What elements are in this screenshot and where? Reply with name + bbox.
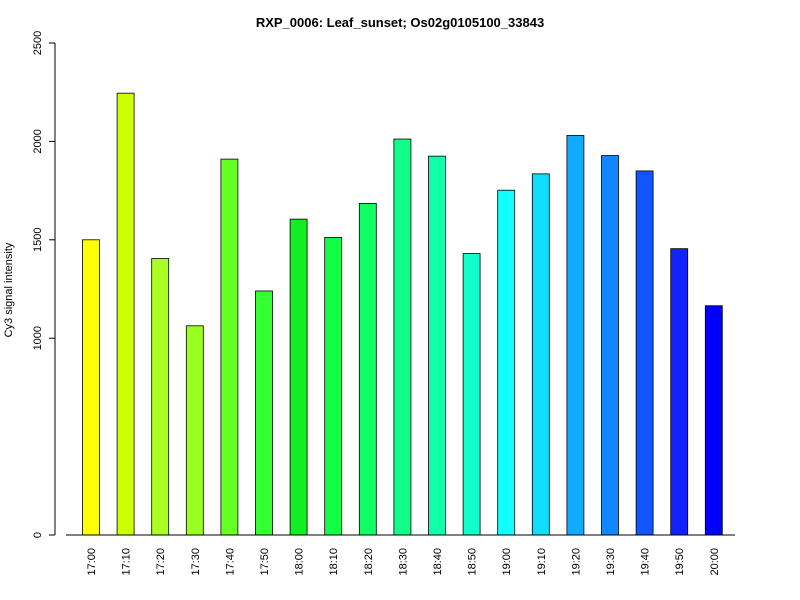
x-tick-label: 19:00 bbox=[501, 548, 513, 576]
bar-1710 bbox=[116, 92, 135, 536]
x-tick-label: 20:00 bbox=[709, 548, 721, 576]
bar-1950 bbox=[670, 248, 689, 536]
x-axis: 17:00 17:10 17:20 17:30 17:40 17:50 18:00 18:10… bbox=[66, 534, 735, 576]
bar-1730 bbox=[185, 325, 204, 536]
x-tick-label: 17:30 bbox=[190, 548, 202, 576]
x-tick-label: 18:20 bbox=[363, 548, 375, 576]
x-tick-label: 19:10 bbox=[536, 548, 548, 576]
bars-group bbox=[82, 92, 723, 536]
x-tick-label: 17:10 bbox=[121, 548, 133, 576]
bar-1930 bbox=[601, 155, 619, 536]
bar-1900 bbox=[497, 189, 516, 536]
chart-title: RXP_0006: Leaf_sunset; Os02g0105100_3384… bbox=[256, 15, 544, 30]
y-tick-label: 1000 bbox=[32, 326, 44, 350]
x-tick-label: 17:00 bbox=[86, 548, 98, 576]
bar-2000 bbox=[704, 305, 723, 536]
x-tick-label: 19:50 bbox=[674, 548, 686, 576]
x-tick-label: 18:30 bbox=[397, 548, 409, 576]
y-tick-label: 2500 bbox=[32, 31, 44, 55]
y-tick-label: 2000 bbox=[32, 129, 44, 153]
bar-1940 bbox=[635, 170, 654, 536]
bar-1910 bbox=[531, 173, 550, 536]
bar-1720 bbox=[151, 258, 170, 536]
bar-1820 bbox=[358, 202, 377, 536]
x-tick-label: 19:20 bbox=[570, 548, 582, 576]
y-axis: 0 1000 1500 2000 2500 bbox=[32, 31, 56, 538]
bar-1800 bbox=[289, 218, 308, 536]
bar-1700 bbox=[82, 239, 100, 536]
x-tick-label: 18:40 bbox=[432, 548, 444, 576]
y-axis-label: Cy3 signal intensity bbox=[3, 242, 15, 337]
x-tick-label: 18:00 bbox=[294, 548, 306, 576]
bar-1750 bbox=[255, 290, 273, 536]
bar-1850 bbox=[462, 253, 481, 536]
bar-1920 bbox=[566, 135, 585, 536]
x-tick-label: 17:20 bbox=[155, 548, 167, 576]
x-tick-label: 18:10 bbox=[328, 548, 340, 576]
bar-1830 bbox=[393, 138, 412, 536]
bar-1740 bbox=[220, 158, 239, 536]
bar-1810 bbox=[324, 237, 343, 536]
x-tick-label: 19:40 bbox=[640, 548, 652, 576]
bar-1840 bbox=[428, 155, 446, 536]
x-tick-label: 18:50 bbox=[467, 548, 479, 576]
x-tick-label: 17:40 bbox=[224, 548, 236, 576]
y-tick-label: 0 bbox=[32, 532, 44, 538]
x-tick-label: 19:30 bbox=[605, 548, 617, 576]
y-tick-label: 1500 bbox=[32, 228, 44, 252]
x-tick-label: 17:50 bbox=[259, 548, 271, 576]
